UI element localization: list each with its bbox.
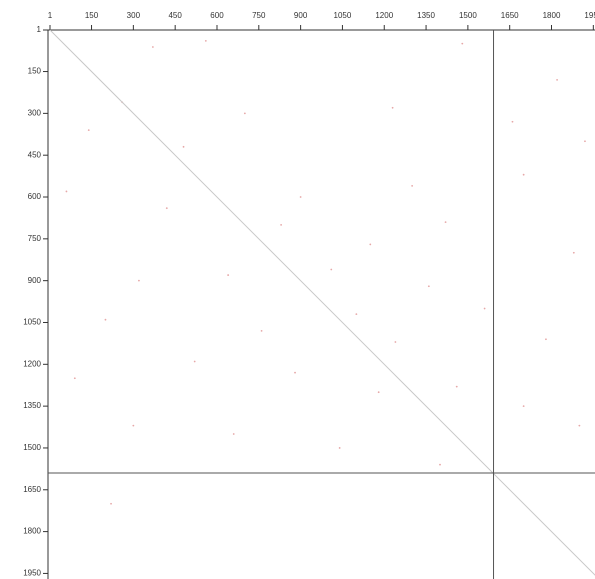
nonzero-entry (110, 502, 112, 505)
nonzero-entry (439, 463, 441, 466)
x-tick-label: 1800 (543, 11, 561, 20)
nonzero-entry (355, 313, 358, 316)
nonzero-entry (483, 307, 486, 310)
nonzero-entry (556, 79, 558, 81)
nonzero-entry (182, 145, 185, 148)
nonzero-entry (243, 112, 246, 115)
y-tick-label: 1500 (23, 443, 41, 452)
nonzero-entry (260, 329, 263, 332)
x-tick-label: 300 (127, 11, 141, 20)
nonzero-entry (444, 221, 447, 224)
nonzero-entry (377, 391, 380, 394)
nonzero-entry (227, 274, 230, 276)
y-tick-label: 1350 (23, 401, 41, 410)
y-tick-label: 600 (28, 192, 42, 201)
x-tick-label: 600 (210, 11, 224, 20)
nonzero-entry (280, 223, 283, 226)
x-tick-label: 1350 (417, 11, 435, 20)
nonzero-entry (545, 338, 547, 341)
nonzero-entry (461, 42, 464, 45)
x-tick-label: 450 (168, 11, 182, 20)
x-tick-label: 900 (294, 11, 308, 20)
y-tick-label: 900 (28, 276, 42, 285)
x-tick-label: 1 (48, 11, 53, 20)
y-tick-label: 150 (28, 67, 42, 76)
y-tick-label: 1 (37, 25, 42, 34)
y-tick-label: 1650 (23, 485, 41, 494)
nonzero-entry (584, 140, 586, 143)
y-tick-label: 300 (28, 108, 42, 117)
nonzero-entry (572, 251, 575, 254)
nonzero-entry (165, 207, 168, 210)
x-tick-label: 150 (85, 11, 99, 20)
x-tick-label: 1950 (584, 11, 595, 20)
y-tick-label: 1050 (23, 318, 41, 327)
nonzero-entry (87, 129, 90, 131)
nonzero-entry (394, 341, 397, 343)
nonzero-entry (299, 196, 302, 198)
nonzero-entry (338, 447, 341, 449)
nonzero-entry (104, 318, 107, 321)
nonzero-entry (522, 173, 525, 176)
nonzero-entry (578, 424, 581, 427)
nonzero-entry (455, 385, 458, 388)
x-tick-label: 1050 (334, 11, 352, 20)
y-tick-label: 750 (28, 234, 42, 243)
nonzero-entry (204, 39, 207, 42)
nonzero-entry (330, 268, 333, 271)
nonzero-entry (391, 106, 394, 109)
x-tick-label: 750 (252, 11, 266, 20)
nonzero-entry (73, 377, 76, 380)
y-tick-label: 1800 (23, 527, 41, 536)
nonzero-entry (411, 184, 414, 187)
nonzero-entry (138, 279, 140, 282)
x-tick-label: 1200 (375, 11, 393, 20)
y-tick-label: 1200 (23, 359, 41, 368)
nonzero-entry (522, 405, 525, 408)
nonzero-entry (427, 285, 430, 288)
diagonal (49, 29, 595, 576)
x-tick-label: 1500 (459, 11, 477, 20)
nonzero-entry (369, 243, 372, 246)
x-tick-label: 1650 (501, 11, 519, 20)
y-tick-label: 1950 (23, 569, 41, 578)
nonzero-entry (151, 46, 154, 48)
nonzero-entry (65, 190, 68, 193)
nonzero-entry (193, 360, 196, 363)
y-tick-label: 450 (28, 150, 42, 159)
nonzero-entry (132, 424, 135, 427)
nonzero-entry (294, 371, 296, 374)
nonzero-entry (232, 433, 235, 435)
nonzero-entry (511, 120, 514, 123)
